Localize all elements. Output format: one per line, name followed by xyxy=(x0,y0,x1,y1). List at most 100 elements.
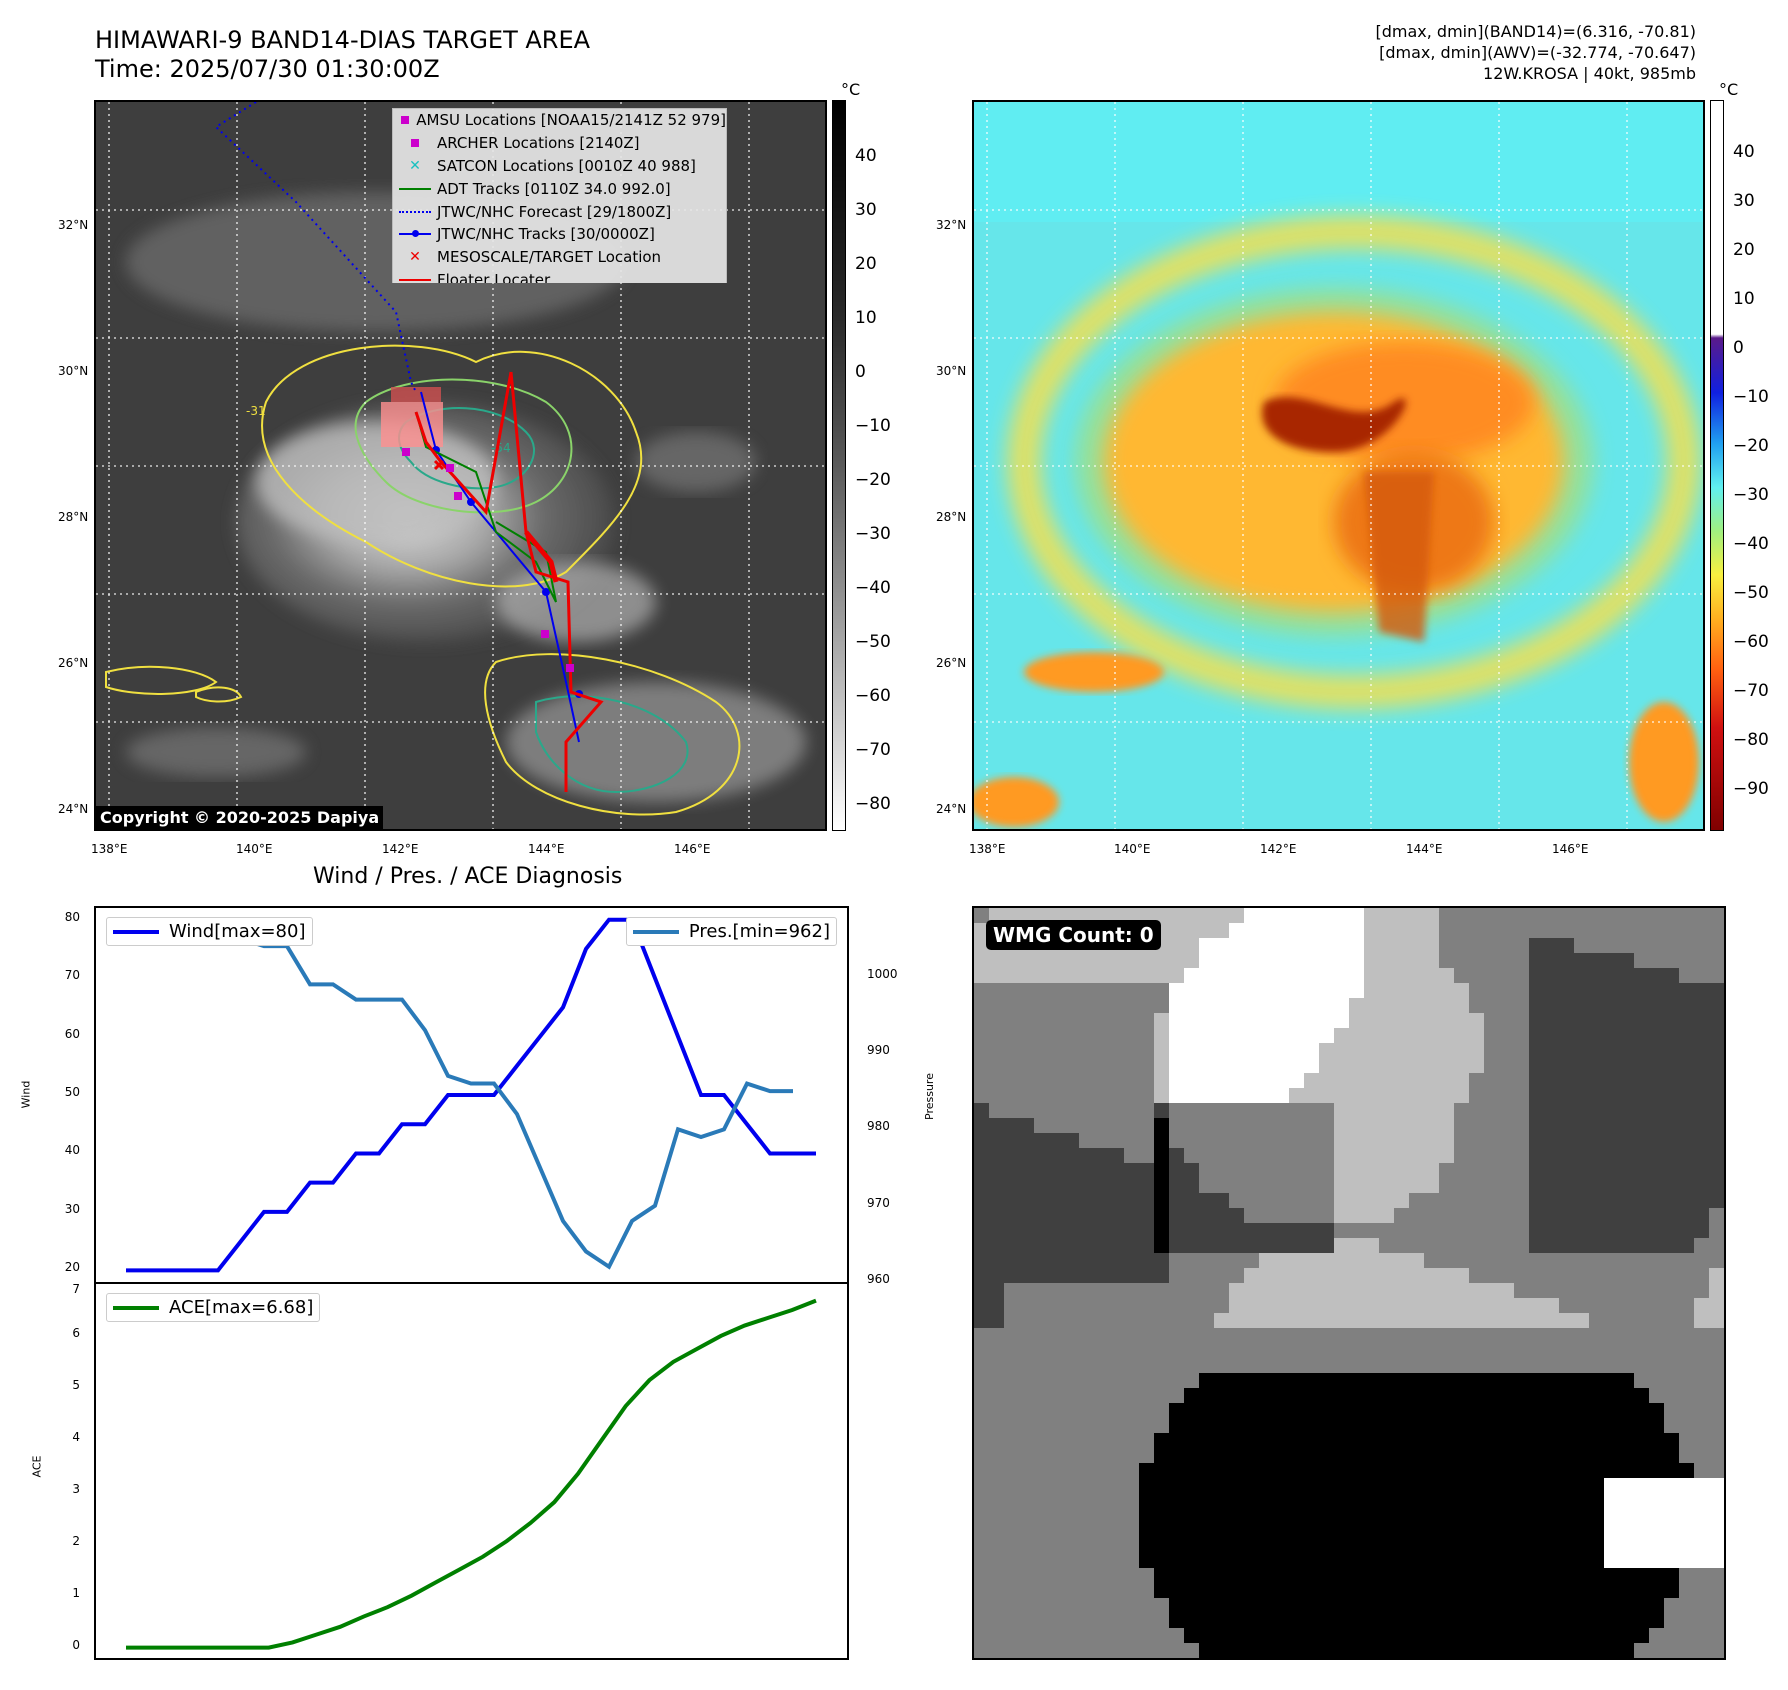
lon-label: 146°E xyxy=(674,842,711,856)
legend-item-forecast: JTWC/NHC Forecast [29/1800Z] xyxy=(393,200,726,223)
colorbar-tick: 40 xyxy=(1733,142,1755,162)
map-legend: AMSU Locations [NOAA15/2141Z 52 979] ARC… xyxy=(392,108,727,283)
map-title: HIMAWARI-9 BAND14-DIAS TARGET AREA xyxy=(95,26,591,54)
colorbar-tick: −40 xyxy=(1733,534,1769,554)
colorbar-tick: −20 xyxy=(855,470,891,490)
colorbar-gray-unit: °C xyxy=(841,80,861,99)
ace-legend: ACE[max=6.68] xyxy=(106,1293,321,1322)
magenta-square-icon xyxy=(411,139,419,148)
pres-ylabel: Pressure xyxy=(922,1073,936,1120)
map-time: Time: 2025/07/30 01:30:00Z xyxy=(95,55,440,83)
wind-legend: Wind[max=80] xyxy=(106,917,313,946)
lon-label: 144°E xyxy=(1406,842,1443,856)
colorbar-tick: −10 xyxy=(1733,387,1769,407)
ace-tick-label: 6 xyxy=(72,1325,80,1340)
colorbar-tick: −80 xyxy=(855,794,891,814)
colorbar-tick: −80 xyxy=(1733,730,1769,750)
colorbar-tick: 40 xyxy=(855,146,877,166)
pres-legend: Pres.[min=962] xyxy=(625,917,837,946)
colorbar-tick: −30 xyxy=(1733,485,1769,505)
lat-label: 32°N xyxy=(936,218,967,232)
blue-dotted-line-icon xyxy=(399,210,431,213)
lon-label: 144°E xyxy=(528,842,565,856)
ace-panel: ACE[max=6.68] xyxy=(94,1282,849,1660)
lon-label: 140°E xyxy=(1114,842,1151,856)
lat-label: 28°N xyxy=(936,510,967,524)
lon-label: 140°E xyxy=(236,842,273,856)
lat-label: 32°N xyxy=(58,218,89,232)
red-x-icon: ✕ xyxy=(409,249,421,266)
pres-tick-label: 980 xyxy=(867,1119,890,1134)
legend-item-amsu: AMSU Locations [NOAA15/2141Z 52 979] xyxy=(393,109,726,132)
band14-range: [dmax, dmin](BAND14)=(6.316, -70.81) xyxy=(1375,22,1697,41)
colorbar-tick: −90 xyxy=(1733,779,1769,799)
ace-tick-label: 3 xyxy=(72,1481,80,1496)
pres-tick-label: 960 xyxy=(867,1272,890,1286)
red-line-icon xyxy=(399,278,431,281)
colorbar-tick: −50 xyxy=(1733,583,1769,603)
contour-label-2: -54 xyxy=(491,441,511,455)
ace-ylabel: ACE xyxy=(30,1455,44,1478)
lat-label: 30°N xyxy=(58,364,89,378)
lat-label: 28°N xyxy=(58,510,89,524)
ace-tick-label: 2 xyxy=(72,1533,80,1548)
colorbar-gray xyxy=(832,100,846,831)
wmg-map xyxy=(974,908,1724,1658)
wind-tick-label: 30 xyxy=(64,1201,80,1216)
legend-item-satcon: ✕ SATCON Locations [0010Z 40 988] xyxy=(409,156,696,175)
legend-item-target: ✕ MESOSCALE/TARGET Location xyxy=(409,248,662,267)
wind-tick-label: 80 xyxy=(64,909,80,924)
lat-label: 26°N xyxy=(58,656,89,670)
wind-pres-chart xyxy=(126,917,816,1273)
colorbar-tick: −70 xyxy=(855,740,891,760)
wind-ylabel: Wind xyxy=(19,1080,33,1109)
colorbar-jet-ticks: 40 30 20 10 0 −10 −20 −30 −40 −50 −60 −7… xyxy=(1733,100,1788,831)
wmg-count-badge: WMG Count: 0 xyxy=(986,920,1161,950)
ace-tick-label: 1 xyxy=(72,1585,80,1600)
ace-tick-label: 5 xyxy=(72,1377,80,1392)
colorbar-gray-ticks: 40 30 20 10 0 −10 −20 −30 −40 −50 −60 −7… xyxy=(855,100,915,831)
colorbar-tick: −60 xyxy=(855,686,891,706)
ir-map: -31 -54 xyxy=(96,102,825,829)
cyan-x-icon: ✕ xyxy=(409,157,421,174)
pres-tick-label: 970 xyxy=(867,1195,890,1210)
contour-label: -31 xyxy=(246,404,266,418)
ace-series-line xyxy=(126,1298,817,1650)
colorbar-tick: −40 xyxy=(855,578,891,598)
wind-tick-label: 70 xyxy=(64,968,80,983)
legend-item-tracks: JTWC/NHC Tracks [30/0000Z] xyxy=(393,223,726,246)
diagnosis-title: Wind / Pres. / ACE Diagnosis xyxy=(313,864,623,889)
legend-item-floater: Floater Locater xyxy=(393,269,726,283)
magenta-square-icon xyxy=(400,116,409,125)
green-line-icon xyxy=(399,187,431,190)
awv-map-panel xyxy=(972,100,1705,831)
wind-pres-panel: Wind[max=80] Pres.[min=962] xyxy=(94,906,849,1284)
lat-label: 24°N xyxy=(936,802,967,816)
pres-axis: 960 970 980 990 1000 xyxy=(855,906,915,1286)
wind-tick-label: 60 xyxy=(64,1026,80,1041)
colorbar-tick: 0 xyxy=(1733,338,1744,358)
awv-map xyxy=(974,102,1703,829)
legend-item-adt: ADT Tracks [0110Z 34.0 992.0] xyxy=(393,177,726,200)
wind-tick-label: 50 xyxy=(64,1085,80,1099)
ace-axis: 0 1 2 3 4 5 6 7 xyxy=(40,1282,90,1660)
ace-tick-label: 4 xyxy=(72,1429,80,1444)
colorbar-tick: −30 xyxy=(855,524,891,544)
pres-tick-label: 990 xyxy=(867,1043,890,1058)
colorbar-jet xyxy=(1710,100,1724,831)
pres-tick-label: 1000 xyxy=(867,966,898,981)
legend-item-archer: ARCHER Locations [2140Z] xyxy=(393,132,726,155)
wmg-panel: WMG Count: 0 xyxy=(972,906,1726,1660)
ace-tick-label: 7 xyxy=(72,1282,80,1296)
lon-label: 142°E xyxy=(1260,842,1297,856)
wind-series-line xyxy=(126,917,816,1273)
wind-axis: 20 30 40 50 60 70 80 xyxy=(40,906,90,1284)
copyright-badge: Copyright © 2020-2025 Dapiya xyxy=(96,806,384,829)
ace-chart xyxy=(126,1298,817,1650)
lon-label: 142°E xyxy=(382,842,419,856)
storm-info: 12W.KROSA | 40kt, 985mb xyxy=(1483,64,1696,83)
colorbar-tick: −50 xyxy=(855,632,891,652)
colorbar-tick: 0 xyxy=(855,362,866,382)
colorbar-tick: −70 xyxy=(1733,681,1769,701)
colorbar-tick: 30 xyxy=(855,200,877,220)
